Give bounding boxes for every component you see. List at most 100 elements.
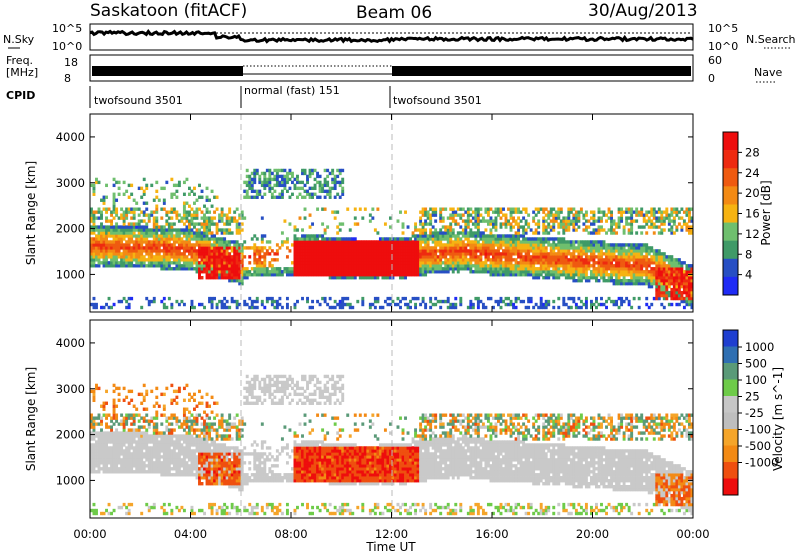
power-cell — [434, 302, 438, 307]
power-cell — [595, 273, 598, 277]
power-cell — [180, 219, 184, 223]
velocity-cell — [97, 449, 101, 453]
power-cell — [278, 174, 282, 179]
power-cell — [250, 183, 254, 188]
power-cell — [461, 219, 465, 223]
power-cell — [680, 207, 684, 211]
power-cell — [203, 305, 206, 310]
power-cell — [396, 255, 400, 259]
power-cell — [504, 216, 508, 220]
power-cell — [584, 267, 588, 271]
nave-label: Nave — [754, 66, 782, 79]
power-cell — [564, 216, 568, 220]
power-cell — [170, 255, 174, 259]
power-cell — [675, 290, 679, 295]
power-cell — [268, 186, 272, 191]
power-cell — [539, 264, 543, 268]
power-cell — [414, 302, 418, 307]
power-cell — [376, 261, 380, 265]
power-cell — [107, 261, 111, 265]
velocity-cell — [95, 443, 98, 447]
power-cell — [605, 258, 608, 262]
power-cell — [627, 207, 631, 211]
power-cell — [120, 246, 124, 250]
power-cell — [572, 264, 576, 268]
power-cell — [662, 222, 666, 226]
power-cell — [140, 225, 144, 229]
power-cell — [316, 299, 320, 304]
power-cell — [115, 210, 119, 214]
power-cell — [376, 240, 380, 244]
power-cell — [657, 249, 661, 253]
power-cell — [466, 219, 470, 223]
power-cell — [378, 258, 382, 262]
velocity-cell — [115, 434, 119, 438]
power-cell — [474, 255, 478, 259]
power-cell — [296, 264, 299, 268]
power-cell — [670, 231, 674, 235]
power-cell — [589, 255, 593, 259]
power-cell — [584, 258, 588, 262]
power-cell — [539, 258, 543, 262]
power-cell — [288, 249, 292, 253]
power-cell — [105, 234, 108, 238]
velocity-cell — [95, 470, 98, 474]
power-cell — [680, 279, 684, 283]
power-cell — [542, 302, 546, 307]
power-cell — [484, 207, 488, 211]
power-cell — [682, 299, 686, 304]
power-cell — [564, 258, 568, 262]
power-cell — [682, 296, 686, 301]
power-cell — [190, 305, 194, 310]
power-cell — [318, 273, 322, 277]
power-cell — [647, 281, 651, 286]
power-cell — [436, 240, 440, 244]
velocity-cell — [102, 464, 106, 468]
power-cell — [215, 228, 219, 232]
power-cell — [630, 219, 634, 223]
power-cell — [597, 231, 601, 235]
power-cell — [147, 299, 151, 304]
power-cell — [620, 270, 624, 274]
power-cell — [514, 273, 518, 277]
power-cell — [328, 237, 332, 241]
power-cell — [208, 240, 211, 244]
nsky-tick-bottom: 10^0 — [52, 40, 82, 53]
power-cell — [532, 273, 536, 277]
power-cell — [406, 305, 410, 310]
power-cell — [589, 210, 593, 214]
power-cell — [253, 305, 257, 310]
power-cell — [142, 234, 146, 238]
power-cell — [225, 305, 229, 310]
power-cell — [600, 296, 603, 301]
power-cell — [157, 228, 161, 232]
power-cell — [263, 255, 267, 259]
power-cell — [107, 264, 111, 268]
power-cell — [363, 276, 367, 280]
colorbar-swatch — [723, 186, 738, 205]
power-cell — [481, 231, 485, 235]
power-cell — [175, 183, 179, 188]
power-cell — [512, 252, 516, 256]
velocity-cell — [105, 389, 108, 394]
power-cell — [584, 264, 588, 268]
power-cell — [190, 258, 194, 262]
power-cell — [522, 240, 526, 244]
power-cell — [419, 273, 423, 277]
velocity-cell — [107, 502, 111, 507]
velocity-cell — [112, 431, 116, 435]
power-cell — [539, 246, 543, 250]
power-cell — [140, 228, 144, 232]
power-cell — [358, 264, 362, 268]
power-cell — [130, 225, 134, 229]
power-cell — [637, 281, 641, 286]
velocity-cell — [112, 410, 116, 414]
velocity-cell — [122, 455, 126, 459]
power-cell — [484, 246, 488, 250]
velocity-cell — [137, 434, 141, 438]
power-cell — [363, 273, 367, 277]
velocity-cell — [100, 446, 103, 450]
power-cell — [127, 261, 131, 265]
power-cell — [311, 258, 315, 262]
power-cell — [306, 189, 309, 194]
